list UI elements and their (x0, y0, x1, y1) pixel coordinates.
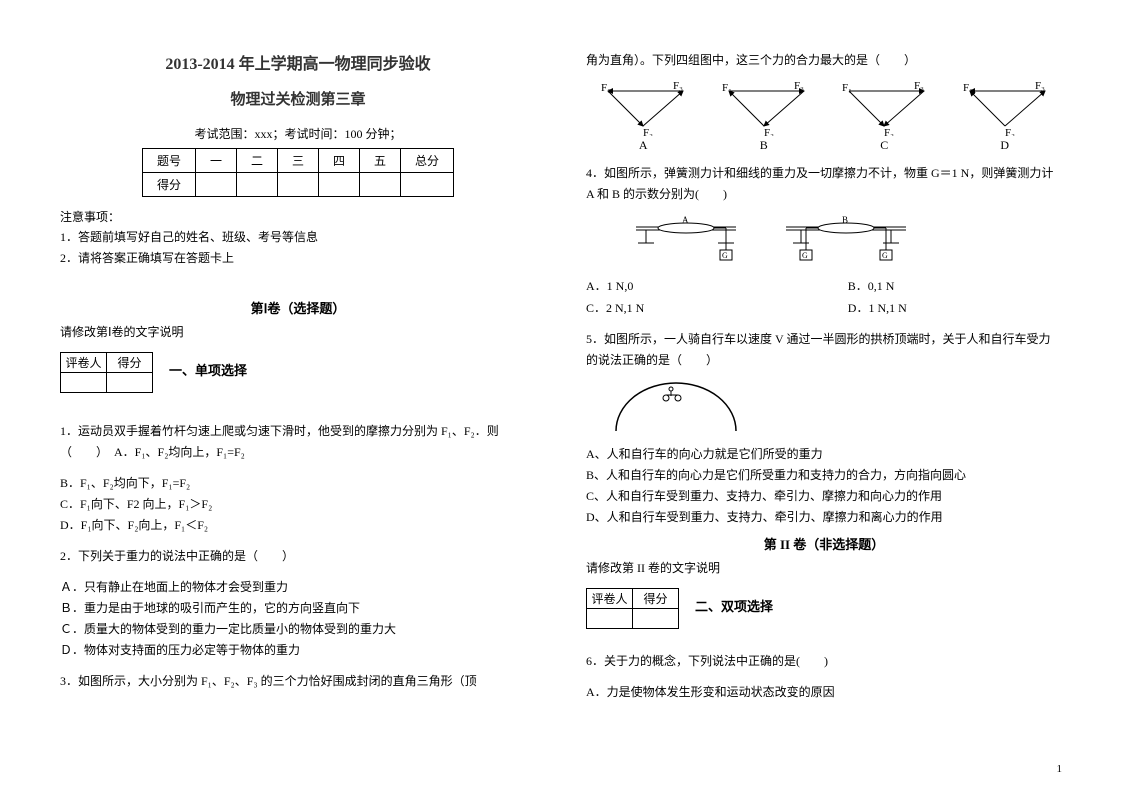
page-number: 1 (1057, 763, 1063, 775)
q4-a: A．1 N,0 (586, 276, 848, 298)
part1-title: 第Ⅰ卷（选择题） (60, 298, 536, 317)
q5-d: D、人和自行车受到重力、支持力、牵引力、摩擦力和离心力的作用 (586, 507, 1062, 528)
q4-d: D．1 N,1 N (848, 298, 1062, 320)
notes: 注意事项： 1．答题前填写好自己的姓名、班级、考号等信息 2．请将答案正确填写在… (60, 207, 536, 268)
score-h3: 三 (277, 149, 318, 173)
title-main: 2013-2014 年上学期高一物理同步验收 (60, 50, 536, 74)
q4-b: B．0,1 N (848, 276, 1062, 298)
q1-c: C．F₁向下、F2 向上，F₁＞F₂ (60, 494, 536, 515)
notes-line1: 1．答题前填写好自己的姓名、班级、考号等信息 (60, 227, 536, 247)
q3-stem-a: 3．如图所示，大小分别为 F₁、F₂、F₃ 的三个力恰好围成封闭的直角三角形（顶 (60, 671, 536, 692)
score-h1: 一 (195, 149, 236, 173)
triangle-c: F₁ F₃ F₂ C (827, 81, 942, 153)
spring-a-svg: A G (626, 215, 746, 270)
q2-d: Ｄ．物体对支持面的压力必定等于物体的重力 (60, 640, 536, 661)
q5-opts: A、人和自行车的向心力就是它们所受的重力 B、人和自行车的向心力是它们所受重力和… (586, 444, 1062, 528)
score-h2: 二 (236, 149, 277, 173)
q2-opts: Ａ．只有静止在地面上的物体才会受到重力 Ｂ．重力是由于地球的吸引而产生的，它的方… (60, 577, 536, 661)
triangle-row: F₁ F₃ F₂ A F₁ F₃ F₂ B (586, 81, 1062, 153)
grader1-h1: 评卷人 (61, 353, 107, 373)
svg-text:F₃: F₃ (914, 81, 924, 92)
grader1-h2: 得分 (107, 353, 153, 373)
svg-text:F₃: F₃ (1035, 81, 1045, 92)
q5-stem: 5．如图所示，一人骑自行车以速度 V 通过一半圆形的拱桥顶端时，关于人和自行车受… (586, 329, 1062, 371)
score-h0: 题号 (142, 149, 195, 173)
tri-b-label: B (707, 138, 822, 153)
score-h4: 四 (319, 149, 360, 173)
score-row-label: 得分 (142, 173, 195, 197)
q1-b: B．F₁、F₂均向下，F₁=F₂ (60, 473, 536, 494)
triangle-c-svg: F₁ F₃ F₂ (834, 81, 934, 136)
svg-text:G: G (722, 251, 728, 260)
part1-instruction: 请修改第Ⅰ卷的文字说明 (60, 323, 536, 340)
q2-c: Ｃ．质量大的物体受到的重力一定比质量小的物体受到的重力大 (60, 619, 536, 640)
q4-stem: 4．如图所示，弹簧测力计和细线的重力及一切摩擦力不计，物重 G＝1 N，则弹簧测… (586, 163, 1062, 205)
spring-b-svg: B G G (776, 215, 916, 270)
q1-opts: B．F₁、F₂均向下，F₁=F₂ C．F₁向下、F2 向上，F₁＞F₂ D．F₁… (60, 473, 536, 536)
triangle-a-svg: F₁ F₃ F₂ (593, 81, 693, 136)
spring-diagram-row: A G B G (626, 215, 1062, 270)
q2-a: Ａ．只有静止在地面上的物体才会受到重力 (60, 577, 536, 598)
part2-title: 第 II 卷（非选择题） (586, 534, 1062, 553)
notes-line2: 2．请将答案正确填写在答题卡上 (60, 248, 536, 268)
left-column: 2013-2014 年上学期高一物理同步验收 物理过关检测第三章 考试范围：xx… (60, 50, 536, 750)
svg-text:F₁: F₁ (963, 82, 973, 94)
score-table: 题号 一 二 三 四 五 总分 得分 (142, 148, 454, 197)
part2-instruction: 请修改第 II 卷的文字说明 (586, 559, 1062, 576)
svg-text:G: G (802, 251, 808, 260)
tri-a-label: A (586, 138, 701, 153)
svg-text:F₁: F₁ (722, 82, 732, 94)
svg-text:A: A (682, 215, 689, 225)
svg-text:F₂: F₂ (884, 127, 894, 136)
q2-b: Ｂ．重力是由于地球的吸引而产生的，它的方向竖直向下 (60, 598, 536, 619)
arch-svg (606, 381, 746, 436)
tri-d-label: D (948, 138, 1063, 153)
q5-c: C、人和自行车受到重力、支持力、牵引力、摩擦力和向心力的作用 (586, 486, 1062, 507)
q1-stem: 1．运动员双手握着竹杆匀速上爬或匀速下滑时，他受到的摩擦力分别为 F₁、F₂．则… (60, 421, 536, 463)
exam-info: 考试范围：xxx；考试时间：100 分钟； (60, 125, 536, 142)
q4-answers: A．1 N,0 C．2 N,1 N B．0,1 N D．1 N,1 N (586, 276, 1062, 319)
q6-opts: A．力是使物体发生形变和运动状态改变的原因 (586, 682, 1062, 703)
arch-diagram (606, 381, 1062, 440)
triangle-d-svg: F₁ F₃ F₂ (955, 81, 1055, 136)
q1-d: D．F₁向下、F₂向上，F₁＜F₂ (60, 515, 536, 536)
svg-text:F₁: F₁ (842, 82, 852, 94)
svg-text:F₂: F₂ (643, 127, 653, 136)
triangle-a: F₁ F₃ F₂ A (586, 81, 701, 153)
tri-c-label: C (827, 138, 942, 153)
title-sub: 物理过关检测第三章 (60, 88, 536, 109)
grader-table-1: 评卷人 得分 (60, 352, 153, 393)
grader2-h1: 评卷人 (587, 589, 633, 609)
score-h6: 总分 (401, 149, 454, 173)
svg-text:F₃: F₃ (794, 81, 804, 92)
q6-a: A．力是使物体发生形变和运动状态改变的原因 (586, 682, 1062, 703)
svg-text:B: B (842, 215, 848, 225)
q5-a: A、人和自行车的向心力就是它们所受的重力 (586, 444, 1062, 465)
q3-stem-b: 角为直角）。下列四组图中，这三个力的合力最大的是（ ） (586, 50, 1062, 71)
triangle-b: F₁ F₃ F₂ B (707, 81, 822, 153)
triangle-d: F₁ F₃ F₂ D (948, 81, 1063, 153)
q6-stem: 6．关于力的概念，下列说法中正确的是( ) (586, 651, 1062, 672)
svg-text:F₃: F₃ (673, 81, 683, 92)
svg-text:F₂: F₂ (764, 127, 774, 136)
notes-heading: 注意事项： (60, 207, 536, 227)
svg-text:F₁: F₁ (601, 82, 611, 94)
svg-text:F₂: F₂ (1005, 127, 1015, 136)
grader2-h2: 得分 (633, 589, 679, 609)
grader-table-2: 评卷人 得分 (586, 588, 679, 629)
score-h5: 五 (360, 149, 401, 173)
q2-stem: 2．下列关于重力的说法中正确的是（ ） (60, 546, 536, 567)
q5-b: B、人和自行车的向心力是它们所受重力和支持力的合力，方向指向圆心 (586, 465, 1062, 486)
svg-text:G: G (882, 251, 888, 260)
right-column: 角为直角）。下列四组图中，这三个力的合力最大的是（ ） F₁ F₃ F₂ A (586, 50, 1062, 750)
q4-c: C．2 N,1 N (586, 298, 848, 320)
triangle-b-svg: F₁ F₃ F₂ (714, 81, 814, 136)
